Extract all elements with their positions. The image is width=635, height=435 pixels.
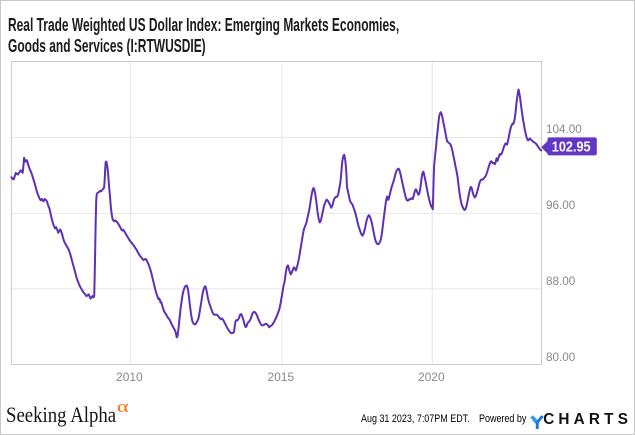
svg-text:102.95: 102.95 [552,140,591,156]
